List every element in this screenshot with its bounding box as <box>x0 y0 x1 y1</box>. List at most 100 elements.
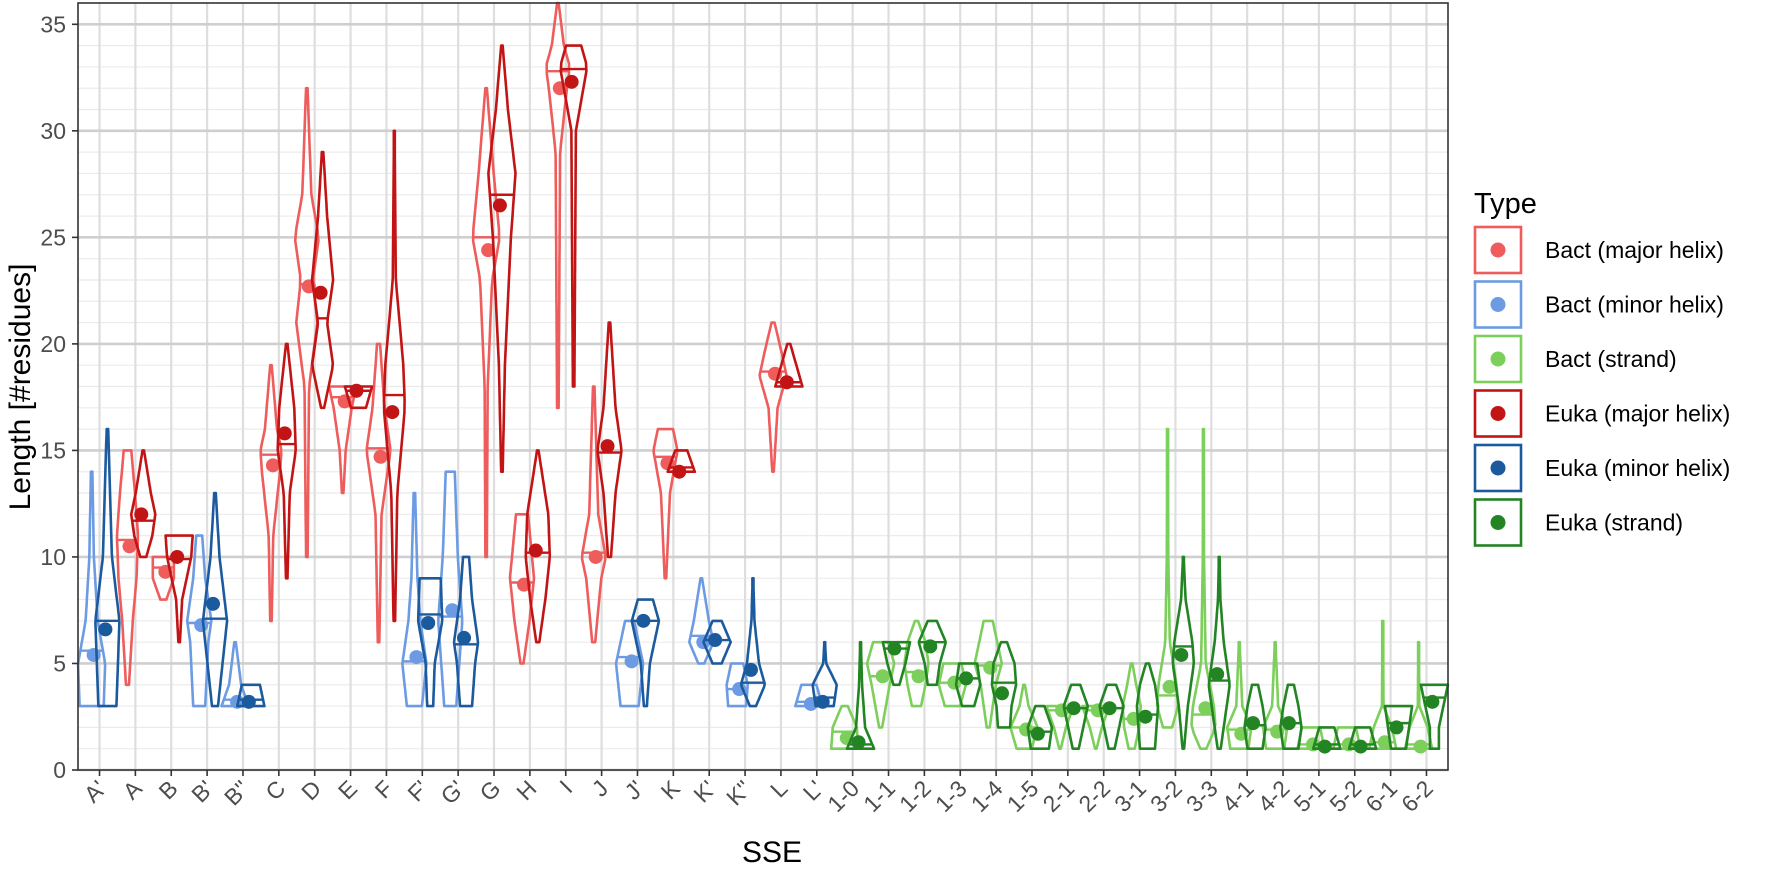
y-tick-label: 30 <box>40 118 66 144</box>
violin-mean-point <box>1162 679 1177 694</box>
violin-mean-point <box>600 439 615 454</box>
violin <box>702 619 732 665</box>
violin-layer <box>76 1 1450 754</box>
violin <box>115 449 140 687</box>
violin-mean-point <box>1246 716 1261 731</box>
violin <box>1403 640 1434 754</box>
violin <box>881 640 912 687</box>
violin-mean-point <box>481 243 496 258</box>
violin-outline <box>811 640 838 708</box>
violin-outline <box>1403 640 1434 750</box>
violin-outline <box>201 491 229 708</box>
violin <box>365 342 392 644</box>
violin <box>954 662 982 708</box>
y-tick-label: 5 <box>53 650 66 676</box>
violin-outline <box>652 427 679 580</box>
violin <box>310 150 335 410</box>
violin-outline <box>758 321 788 473</box>
violin-outline <box>401 491 428 708</box>
violin <box>236 683 266 709</box>
violin-mean-point <box>134 507 149 522</box>
violin-outline <box>596 321 623 559</box>
violin <box>1135 662 1160 750</box>
violin-outline <box>524 449 552 644</box>
violin-mean-point <box>98 622 113 637</box>
y-tick-label: 15 <box>40 437 66 463</box>
legend-item: Bact (major helix) <box>1473 225 1724 275</box>
violin <box>559 44 588 388</box>
violin-mean-point <box>911 669 926 684</box>
legend-label: Euka (strand) <box>1545 510 1683 536</box>
violin-outline <box>954 662 982 708</box>
violin-mean-point <box>1066 701 1081 716</box>
violin <box>666 449 697 479</box>
violin <box>164 534 194 644</box>
violin-mean-point <box>588 549 603 564</box>
violin-outline <box>1367 619 1398 750</box>
violin-outline <box>1135 662 1160 750</box>
y-tick-label: 0 <box>53 757 66 783</box>
violin <box>94 427 121 708</box>
violin-outline <box>151 555 176 601</box>
violin-outline <box>630 598 661 708</box>
violin-mean-point <box>1030 726 1045 741</box>
violin-outline <box>1419 683 1450 750</box>
violin-mean-point <box>1413 739 1428 754</box>
legend: Type Bact (major helix) Bact (minor helix… <box>1473 188 1730 547</box>
violin <box>1311 726 1342 754</box>
x-axis-label: SSE <box>742 836 802 869</box>
violin-mean-point <box>409 650 424 665</box>
violin-mean-point <box>851 735 866 750</box>
violin-mean-point <box>122 539 137 554</box>
violin-mean-point <box>959 671 974 686</box>
legend-label: Euka (major helix) <box>1545 401 1730 427</box>
legend-key-dot <box>1490 242 1506 258</box>
violin-outline <box>115 449 140 687</box>
violin-mean-point <box>385 405 400 420</box>
violin-outline <box>1081 704 1111 750</box>
violin-mean-point <box>241 694 256 709</box>
violin-mean-point <box>743 662 758 677</box>
legend-key-dot <box>1490 406 1506 421</box>
violin-mean-point <box>194 618 209 633</box>
legend-label: Bact (minor helix) <box>1545 292 1724 318</box>
violin <box>630 598 661 708</box>
violin-outline <box>1279 683 1303 750</box>
violin <box>1026 704 1054 750</box>
legend-key-dot <box>1490 460 1506 476</box>
violin-mean-point <box>1102 701 1117 716</box>
violin-outline <box>1207 555 1231 750</box>
violin-outline <box>164 534 194 644</box>
violin-outline <box>1062 683 1089 750</box>
violin-outline <box>559 44 588 388</box>
violin <box>524 449 552 644</box>
violin-mean-point <box>923 639 938 654</box>
violin-outline <box>310 150 335 410</box>
violin <box>276 342 297 580</box>
violin <box>452 555 480 708</box>
violin-outline <box>94 427 121 708</box>
violin-outline <box>1311 726 1342 750</box>
violin-outline <box>1026 704 1054 750</box>
violin-outline <box>276 342 297 580</box>
violin <box>129 449 157 559</box>
violin-outline <box>917 619 947 687</box>
violin <box>1207 555 1231 750</box>
legend-item: Bact (minor helix) <box>1473 280 1724 329</box>
violin-outline <box>1261 640 1289 750</box>
violin-outline <box>845 640 876 750</box>
violin-mean-point <box>983 660 998 675</box>
violin <box>471 86 501 559</box>
legend-label: Euka (minor helix) <box>1545 455 1730 481</box>
violin-mean-point <box>779 375 794 390</box>
y-tick-label: 20 <box>40 331 66 357</box>
violin-outline <box>1243 683 1267 750</box>
violin-outline <box>508 513 536 665</box>
legend-key-dot <box>1490 351 1506 367</box>
violin-mean-point <box>421 615 436 630</box>
violin-outline <box>1190 427 1217 750</box>
violin-outline <box>1098 683 1125 750</box>
violin-outline <box>725 662 749 708</box>
violin-outline <box>1171 555 1196 750</box>
violin-mean-point <box>492 198 507 213</box>
